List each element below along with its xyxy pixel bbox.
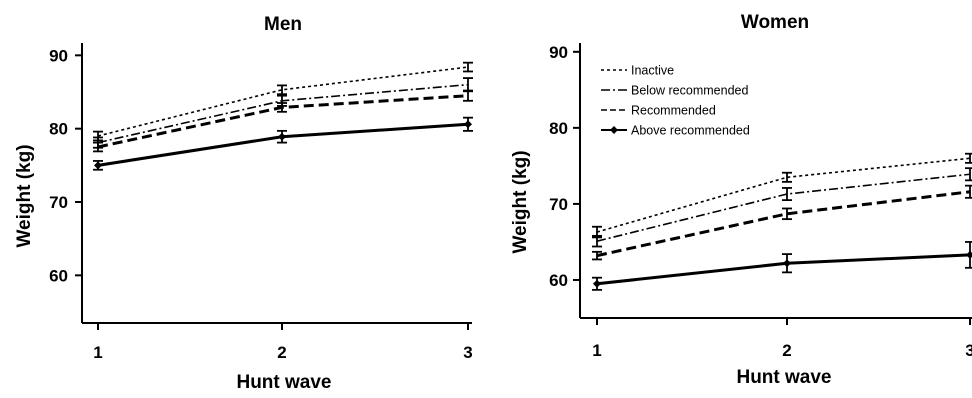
error-bar [782, 171, 792, 183]
error-bar [463, 77, 473, 93]
chart-title: Men [264, 14, 302, 35]
y-tick-label: 70 [49, 193, 68, 212]
legend-item-recommended: Recommended [601, 104, 716, 118]
data-point-marker [278, 132, 286, 141]
x-tick-label: 2 [277, 343, 286, 362]
x-tick-label: 3 [965, 341, 972, 360]
y-tick-label: 60 [49, 266, 68, 285]
legend-marker [610, 126, 618, 134]
chart-title: Women [741, 12, 809, 33]
series-below [592, 167, 972, 248]
error-bar [277, 102, 287, 113]
series-recommended [592, 184, 972, 261]
legend-label-recommended: Recommended [631, 104, 716, 118]
data-point-marker [464, 120, 472, 129]
series-line-inactive [97, 66, 469, 137]
error-bar [592, 250, 602, 261]
error-bar [463, 61, 473, 73]
series-line-recommended [596, 190, 971, 258]
error-bar [463, 89, 473, 102]
data-point-marker [966, 250, 972, 259]
error-bar [965, 184, 972, 199]
legend-label-above: Above recommended [631, 124, 750, 138]
legend-item-inactive: Inactive [601, 64, 674, 78]
legend-item-above: Above recommended [601, 124, 750, 138]
error-bar [277, 84, 287, 96]
x-tick-label: 1 [93, 343, 102, 362]
error-bar [782, 187, 792, 202]
y-tick-label: 70 [549, 195, 568, 214]
y-tick-label: 80 [49, 120, 68, 139]
chart-legend: Inactive Below recommended Recommended Abov… [601, 64, 750, 138]
error-bar [592, 234, 602, 248]
series-above [93, 116, 473, 171]
legend-label-inactive: Inactive [631, 64, 674, 78]
legend-label-below: Below recommended [631, 84, 748, 98]
error-bar [965, 167, 972, 182]
y-tick-label: 90 [549, 43, 568, 62]
x-axis-label: Hunt wave [736, 367, 831, 388]
women-chart-panel: Women 60 70 80 90 1 2 3 Hunt wave Weight (kg) Inac… [510, 12, 972, 388]
y-axis-label: Weight (kg) [510, 150, 531, 253]
error-bar [965, 152, 972, 164]
y-tick-label: 80 [549, 119, 568, 138]
series-line-above [596, 253, 971, 286]
men-chart-panel: Men 60 70 80 90 1 2 3 Hunt wave Weight (kg) [14, 14, 473, 393]
series-above [592, 241, 972, 291]
x-tick-label: 3 [463, 343, 472, 362]
series-line-inactive [596, 157, 971, 233]
data-point-marker [94, 161, 102, 170]
data-point-marker [593, 279, 601, 288]
y-tick-label: 90 [49, 46, 68, 65]
error-bar [782, 207, 792, 221]
y-tick-label: 60 [549, 271, 568, 290]
x-tick-label: 2 [782, 341, 791, 360]
data-point-marker [783, 259, 791, 268]
error-bar [93, 141, 103, 153]
legend-item-below: Below recommended [601, 84, 748, 98]
series-recommended [93, 89, 473, 153]
x-axis-label: Hunt wave [236, 372, 331, 393]
y-axis-label: Weight (kg) [14, 144, 35, 247]
x-tick-label: 1 [592, 341, 601, 360]
